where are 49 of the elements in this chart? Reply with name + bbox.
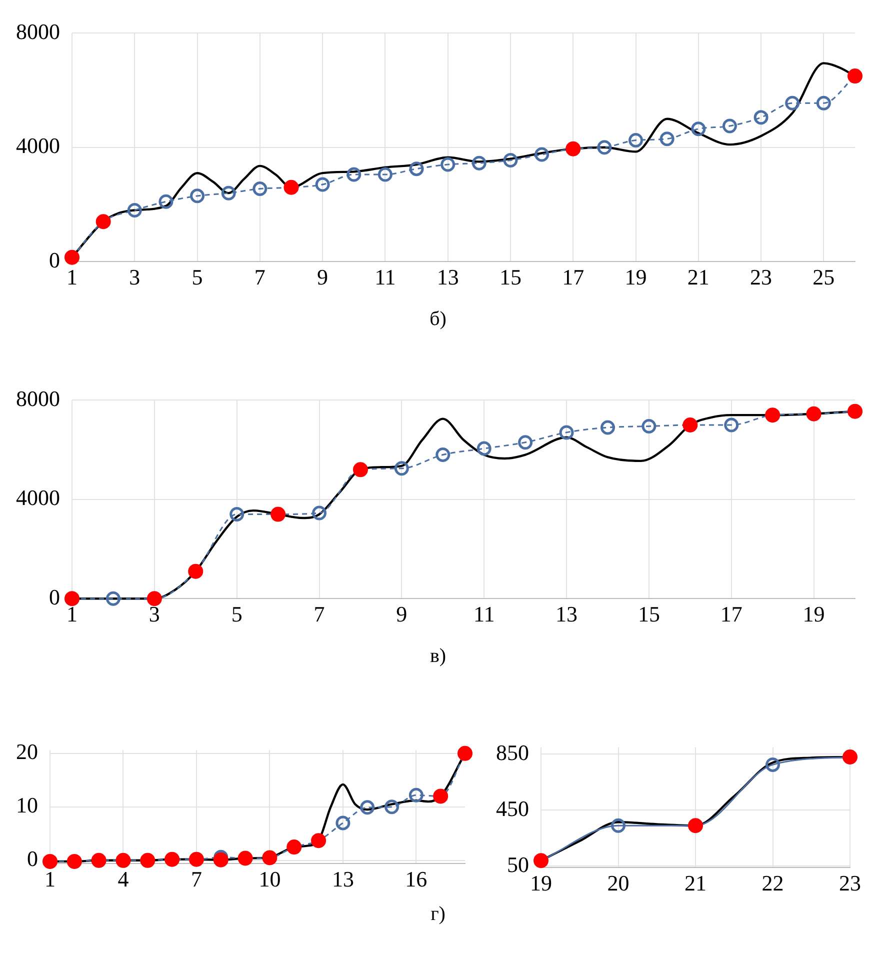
x-tick-label: 9 [317, 264, 328, 290]
x-tick-label: 3 [148, 602, 160, 627]
y-tick-label: 4000 [16, 133, 60, 158]
x-tick-label: 21 [687, 264, 710, 290]
x-tick-label: 15 [638, 602, 660, 627]
x-tick-label: 7 [254, 264, 266, 290]
y-tick-label: 4000 [16, 485, 60, 510]
x-tick-label: 19 [530, 870, 552, 896]
y-tick-label: 850 [496, 740, 529, 765]
x-tick-label: 4 [118, 866, 129, 892]
y-tick-label: 0 [27, 846, 38, 872]
y-tick-label: 50 [507, 852, 529, 877]
y-tick-label: 8000 [16, 18, 60, 44]
x-tick-label: 17 [720, 602, 742, 627]
y-tick-label: 0 [49, 247, 60, 272]
x-tick-label: 7 [314, 602, 325, 627]
y-tick-label: 20 [16, 739, 38, 764]
x-tick-label: 23 [839, 870, 861, 896]
x-tick-label: 13 [556, 602, 578, 627]
x-tick-label: 10 [258, 866, 281, 892]
x-tick-label: 16 [405, 866, 428, 892]
text: г) [430, 903, 446, 926]
y-tick-label: 8000 [16, 386, 60, 411]
y-tick-label: 10 [16, 792, 38, 818]
y-tick-label: 0 [49, 584, 60, 610]
x-tick-label: 13 [332, 866, 354, 892]
x-tick-label: 19 [802, 602, 825, 627]
x-tick-label: 5 [192, 264, 203, 290]
x-tick-label: 21 [684, 870, 706, 896]
x-tick-label: 13 [436, 264, 459, 290]
x-tick-label: 11 [374, 264, 396, 290]
x-tick-label: 7 [190, 866, 202, 892]
x-tick-label: 22 [762, 870, 784, 896]
x-tick-label: 3 [129, 264, 140, 290]
x-tick-label: 1 [66, 602, 78, 627]
text: в) [430, 645, 446, 668]
x-tick-label: 23 [750, 264, 772, 290]
x-tick-label: 1 [44, 866, 56, 892]
y-tick-label: 450 [496, 796, 529, 821]
x-tick-label: 1 [66, 264, 78, 290]
text: б) [430, 308, 446, 331]
x-tick-label: 20 [607, 870, 630, 896]
x-tick-label: 11 [474, 602, 495, 627]
x-tick-label: 9 [396, 602, 408, 627]
x-tick-label: 25 [812, 264, 835, 290]
x-tick-label: 19 [624, 264, 647, 290]
x-tick-label: 5 [231, 602, 242, 627]
x-tick-label: 15 [499, 264, 522, 290]
x-tick-label: 17 [562, 264, 584, 290]
